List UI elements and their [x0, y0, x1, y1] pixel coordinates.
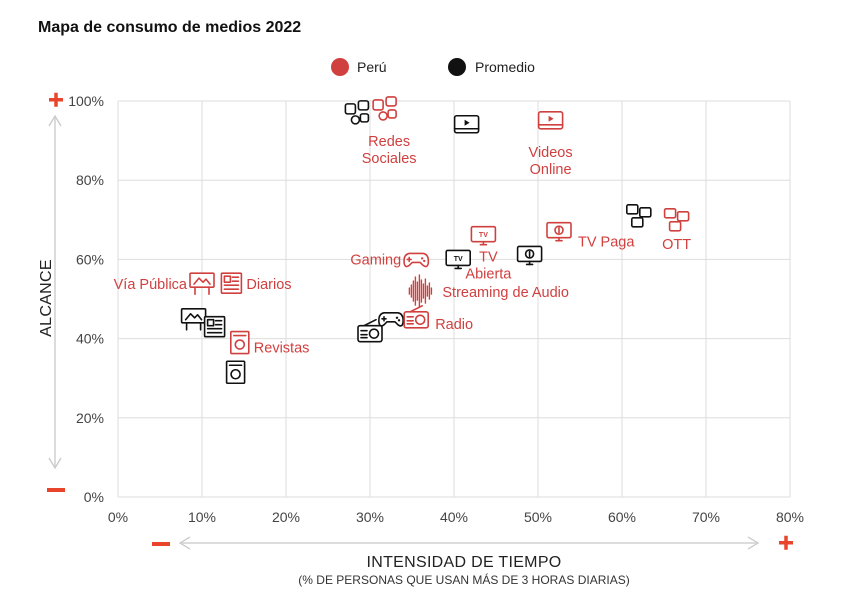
y-tick-label: 20%	[76, 410, 104, 426]
x-axis-title: INTENSIDAD DE TIEMPO	[366, 554, 561, 571]
legend: Perú Promedio	[331, 58, 535, 76]
y-axis-decoration: ALCANCE	[38, 92, 65, 492]
x-tick-label: 40%	[440, 509, 468, 525]
peru-billboard-icon	[189, 272, 215, 295]
y-plus-icon	[49, 92, 63, 107]
peru-ott-icon	[663, 208, 690, 232]
x-axis-arrow-left-icon	[178, 536, 191, 550]
x-tick-label: 20%	[272, 509, 300, 525]
legend-label-promedio: Promedio	[475, 59, 535, 75]
data-label: Diarios	[246, 277, 291, 293]
promedio-social-icon	[344, 100, 370, 125]
data-label: Vía Pública	[114, 277, 188, 293]
x-tick-label: 80%	[776, 509, 804, 525]
peru-social-icon	[372, 96, 397, 121]
svg-text:TV: TV	[454, 256, 463, 263]
promedio-billboard-icon	[180, 307, 207, 331]
x-tick-label: 10%	[188, 509, 216, 525]
data-label: TV Abierta	[465, 250, 512, 283]
data-labels: Redes Sociales Videos Online OTT TV Paga TV Abi…	[114, 134, 692, 357]
x-plus-icon	[779, 535, 793, 550]
y-tick-label: 60%	[76, 251, 104, 267]
promedio-tv-icon: TV	[445, 249, 472, 270]
peru-tv-paid-icon	[546, 221, 572, 242]
y-minus-icon	[47, 488, 65, 492]
data-label: Videos Online	[529, 145, 573, 178]
x-tick-label: 0%	[108, 509, 128, 525]
legend-label-peru: Perú	[357, 59, 387, 75]
peru-newspaper-icon	[220, 272, 243, 294]
data-label: Gaming	[350, 252, 401, 268]
data-label: OTT	[662, 237, 691, 253]
tick-labels: 0% 10% 20% 30% 40% 50% 60% 70% 80% 0% 20% 40% 60% 80%…	[68, 93, 804, 525]
promedio-ott-icon	[625, 204, 652, 228]
data-label: Radio	[435, 317, 473, 333]
y-tick-label: 40%	[76, 331, 104, 347]
data-label: Redes Sociales	[362, 134, 417, 167]
promedio-magazine-icon	[225, 360, 246, 385]
y-tick-label: 100%	[68, 93, 104, 109]
legend-marker-peru	[331, 58, 349, 76]
promedio-gamepad-icon	[378, 311, 404, 327]
data-points: TV TV	[180, 96, 690, 385]
x-tick-label: 70%	[692, 509, 720, 525]
peru-soundwave-icon	[408, 274, 433, 308]
promedio-video-icon	[453, 114, 480, 134]
peru-magazine-icon	[230, 330, 250, 355]
x-axis-arrow-right-icon	[747, 536, 760, 550]
data-label: Streaming de Audio	[442, 285, 569, 301]
x-tick-label: 30%	[356, 509, 384, 525]
peru-video-icon	[537, 111, 564, 130]
y-axis-arrow-up-icon	[48, 114, 62, 127]
y-tick-label: 80%	[76, 172, 104, 188]
peru-tv-icon: TV	[470, 225, 497, 246]
x-axis-decoration: INTENSIDAD DE TIEMPO (% DE PERSONAS QUE …	[152, 535, 793, 587]
chart-title: Mapa de consumo de medios 2022	[38, 19, 301, 36]
svg-text:TV: TV	[479, 232, 488, 239]
x-axis-subtitle: (% DE PERSONAS QUE USAN MÁS DE 3 HORAS D…	[298, 572, 629, 587]
legend-marker-promedio	[448, 58, 466, 76]
data-label: TV Paga	[578, 235, 635, 251]
y-axis-title: ALCANCE	[38, 259, 55, 337]
x-minus-icon	[152, 542, 170, 546]
x-tick-label: 60%	[608, 509, 636, 525]
y-tick-label: 0%	[84, 489, 104, 505]
peru-gamepad-icon	[403, 252, 430, 268]
peru-radio-icon	[403, 304, 430, 329]
promedio-radio-icon	[357, 318, 383, 343]
promedio-newspaper-icon	[203, 315, 226, 338]
promedio-tv-paid-icon	[516, 245, 543, 266]
x-tick-label: 50%	[524, 509, 552, 525]
y-axis-arrow-down-icon	[48, 457, 62, 470]
data-label: Revistas	[254, 341, 310, 357]
